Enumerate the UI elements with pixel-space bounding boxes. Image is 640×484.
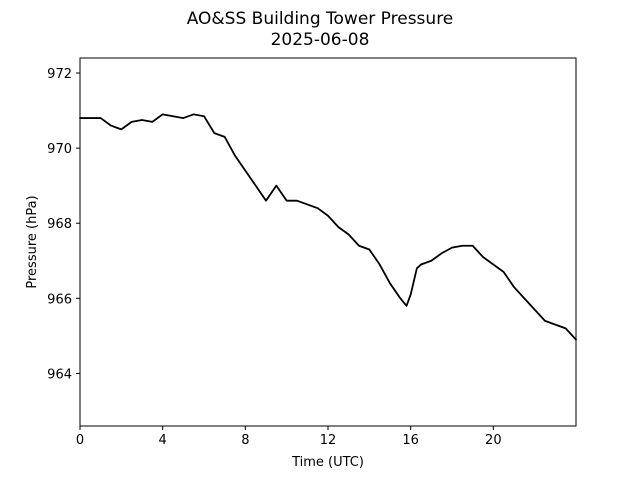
x-tick-label: 20 (485, 433, 502, 448)
y-axis-label: Pressure (hPa) (25, 195, 40, 288)
y-tick-label: 964 (47, 367, 72, 382)
chart-subtitle: 2025-06-08 (271, 30, 370, 50)
chart-title: AO&SS Building Tower Pressure (187, 9, 454, 29)
plot-frame (79, 57, 577, 427)
y-tick-label: 968 (47, 217, 72, 232)
pressure-line-0 (79, 113, 577, 341)
x-tick-label: 8 (241, 433, 249, 448)
y-tick-label: 972 (47, 67, 72, 82)
y-tick-label: 970 (47, 142, 72, 157)
x-tick-label: 12 (320, 433, 337, 448)
y-tick-label: 966 (47, 292, 72, 307)
plot-area (79, 113, 577, 341)
x-tick-label: 4 (159, 433, 167, 448)
y-axis: 964 966 968 970 972 (47, 67, 80, 382)
x-axis: 0 4 8 12 16 20 (76, 426, 502, 448)
x-tick-label: 0 (76, 433, 84, 448)
x-axis-label: Time (UTC) (291, 455, 364, 470)
x-tick-label: 16 (402, 433, 419, 448)
